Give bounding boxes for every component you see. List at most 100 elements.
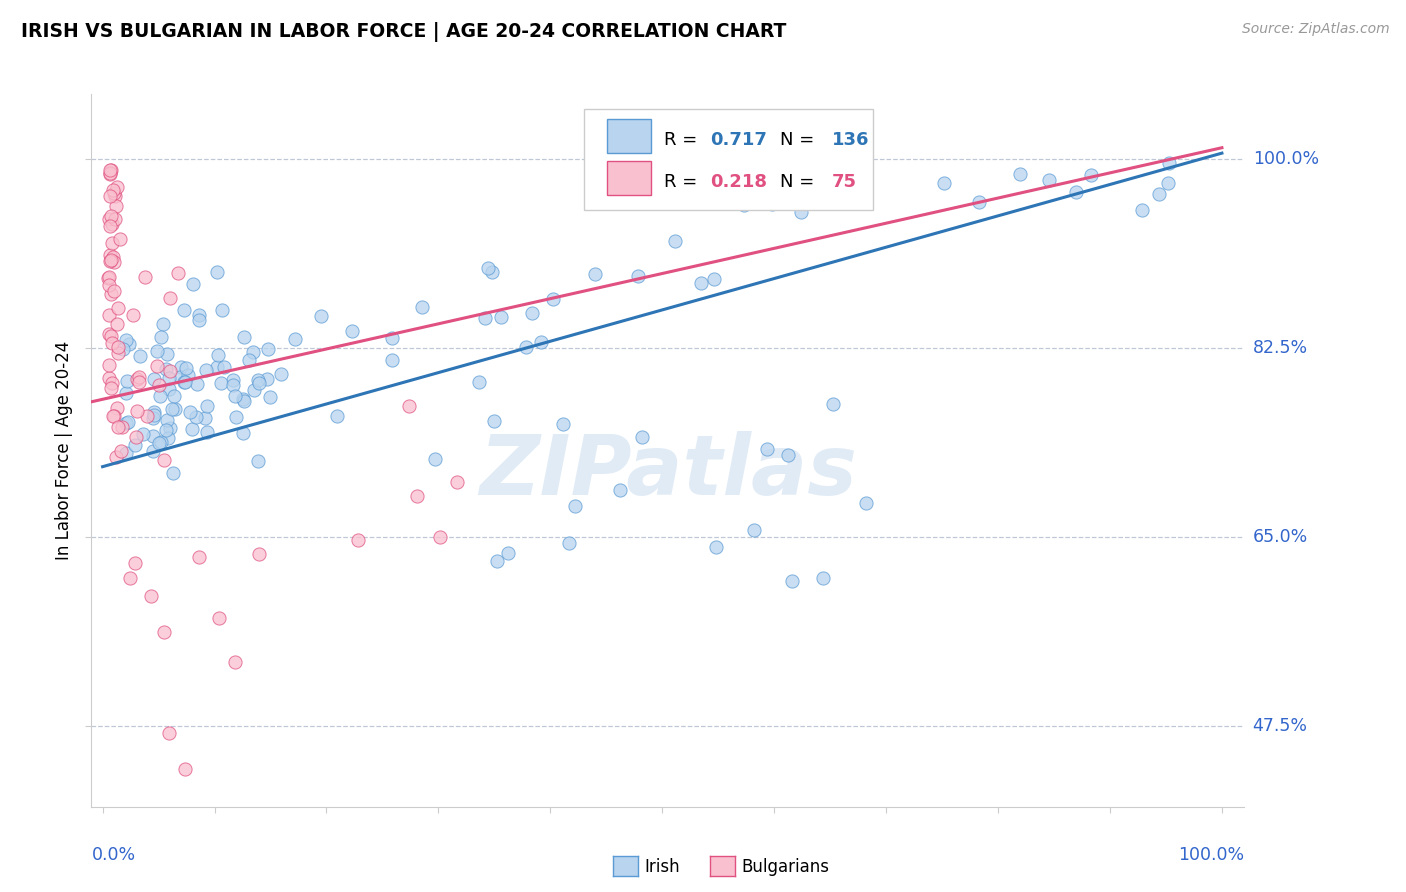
Point xyxy=(100,209,122,223)
Point xyxy=(173,375,195,389)
Text: 0.218: 0.218 xyxy=(710,173,768,191)
Point xyxy=(208,610,231,624)
Point xyxy=(173,375,195,389)
Point xyxy=(177,368,200,383)
Point xyxy=(100,287,122,301)
Point xyxy=(257,342,280,356)
Point xyxy=(186,376,208,391)
Point xyxy=(143,372,166,386)
Point xyxy=(769,183,792,197)
Point xyxy=(1038,173,1060,187)
Point xyxy=(477,260,499,275)
Point xyxy=(163,389,186,403)
Point xyxy=(104,189,127,203)
Point xyxy=(224,656,246,670)
Point xyxy=(309,309,332,323)
Point xyxy=(101,335,124,350)
Point xyxy=(159,291,181,305)
Point xyxy=(214,359,236,374)
Point xyxy=(486,554,509,568)
Point xyxy=(672,177,695,191)
Point xyxy=(627,268,650,283)
Point xyxy=(776,448,799,462)
Point xyxy=(482,414,505,428)
Point xyxy=(148,377,170,392)
Point xyxy=(481,264,503,278)
Point xyxy=(160,401,183,416)
Point xyxy=(146,359,169,373)
Point xyxy=(405,490,427,504)
Point xyxy=(155,413,177,427)
Text: 100.0%: 100.0% xyxy=(1253,150,1319,168)
Point xyxy=(110,232,132,246)
Point xyxy=(101,250,124,264)
Point xyxy=(179,404,201,418)
Point xyxy=(259,390,281,404)
Point xyxy=(98,308,121,322)
Point xyxy=(112,342,135,356)
Point xyxy=(156,346,179,360)
Point xyxy=(821,397,844,411)
Point xyxy=(631,430,654,444)
Point xyxy=(169,360,191,375)
Point xyxy=(232,392,254,406)
Text: Bulgarians: Bulgarians xyxy=(741,858,830,876)
Point xyxy=(530,334,553,349)
Point xyxy=(967,195,990,210)
Point xyxy=(105,180,128,194)
Point xyxy=(105,401,128,416)
Point xyxy=(247,376,270,390)
Point xyxy=(100,381,122,395)
Point xyxy=(813,571,835,585)
Point xyxy=(167,266,190,280)
Point xyxy=(97,326,120,341)
Point xyxy=(780,574,803,589)
Point xyxy=(411,301,433,315)
Point xyxy=(326,409,349,423)
Point xyxy=(127,372,149,386)
Point xyxy=(149,330,172,344)
Point xyxy=(98,270,121,285)
Point xyxy=(703,272,725,286)
Point xyxy=(1159,155,1181,169)
Point xyxy=(233,393,256,408)
Point xyxy=(790,205,813,219)
Point xyxy=(932,176,955,190)
Point xyxy=(159,421,181,435)
Point xyxy=(742,523,765,537)
Point xyxy=(496,546,519,560)
Point xyxy=(1066,185,1088,199)
Point xyxy=(98,166,121,180)
Point xyxy=(222,373,245,387)
Y-axis label: In Labor Force | Age 20-24: In Labor Force | Age 20-24 xyxy=(55,341,73,560)
Point xyxy=(225,410,247,425)
Point xyxy=(425,452,447,467)
Point xyxy=(100,253,122,268)
Text: 75: 75 xyxy=(831,173,856,191)
Point xyxy=(132,427,155,442)
Point xyxy=(153,453,176,467)
Point xyxy=(347,533,370,548)
Point xyxy=(207,349,229,363)
Point xyxy=(583,267,606,281)
Point xyxy=(222,378,245,392)
Point xyxy=(122,308,145,322)
Text: 82.5%: 82.5% xyxy=(1253,339,1308,357)
Point xyxy=(205,360,228,375)
Point xyxy=(211,376,233,390)
Text: 0.0%: 0.0% xyxy=(91,847,135,864)
Point xyxy=(107,301,129,315)
Point xyxy=(637,190,659,204)
Point xyxy=(117,374,139,388)
Text: N =: N = xyxy=(780,131,820,149)
Text: R =: R = xyxy=(665,131,703,149)
Point xyxy=(188,308,211,322)
Point xyxy=(194,363,217,377)
Point xyxy=(247,453,270,467)
Point xyxy=(173,762,195,776)
Point xyxy=(135,409,157,423)
Point xyxy=(169,369,191,384)
Point xyxy=(474,310,496,325)
Point xyxy=(238,353,260,368)
Point xyxy=(188,312,211,326)
